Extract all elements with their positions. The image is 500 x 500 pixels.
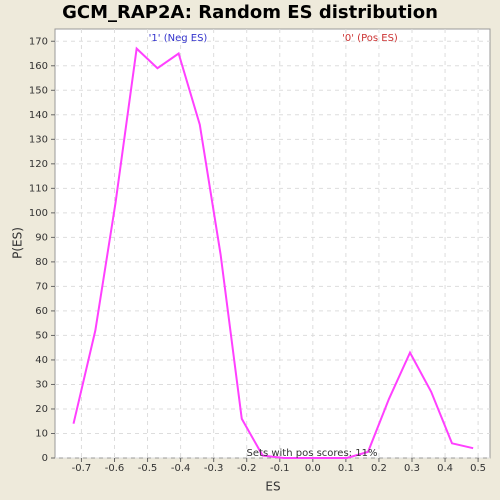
y-tick-label: 30 (35, 379, 48, 390)
x-tick-label: -0.7 (72, 463, 92, 474)
y-tick-label: 130 (29, 134, 48, 145)
x-tick-label: 0.0 (305, 463, 321, 474)
y-tick-label: 20 (35, 404, 48, 415)
x-tick-label: 0.5 (470, 463, 486, 474)
annotation: '0' (Pos ES) (342, 33, 398, 44)
x-tick-label: -0.4 (171, 463, 191, 474)
y-tick-label: 120 (29, 159, 48, 170)
y-tick-label: 160 (29, 61, 48, 72)
y-tick-label: 100 (29, 208, 48, 219)
annotation: Sets with pos scores: 11% (247, 448, 378, 459)
x-tick-label: -0.2 (237, 463, 257, 474)
x-tick-label: -0.6 (105, 463, 125, 474)
y-tick-label: 80 (35, 257, 48, 268)
y-tick-label: 170 (29, 36, 48, 47)
y-tick-label: 90 (35, 232, 48, 243)
x-tick-label: -0.1 (270, 463, 290, 474)
x-tick-label: 0.1 (338, 463, 354, 474)
y-tick-label: 140 (29, 110, 48, 121)
annotation: '1' (Neg ES) (149, 33, 208, 44)
x-tick-label: 0.3 (404, 463, 420, 474)
y-tick-label: 0 (42, 453, 48, 464)
chart-title: GCM_RAP2A: Random ES distribution (62, 2, 438, 23)
y-tick-label: 60 (35, 306, 48, 317)
x-tick-label: -0.5 (138, 463, 158, 474)
y-tick-label: 70 (35, 281, 48, 292)
y-axis-label: P(ES) (11, 227, 25, 259)
x-tick-label: 0.2 (371, 463, 387, 474)
plot-area (54, 28, 491, 459)
y-tick-label: 40 (35, 355, 48, 366)
y-tick-label: 110 (29, 183, 48, 194)
line (72, 46, 474, 459)
x-axis-label: ES (265, 480, 280, 494)
x-tick-label: -0.3 (204, 463, 224, 474)
y-tick-label: 50 (35, 330, 48, 341)
y-tick-label: 150 (29, 85, 48, 96)
y-tick-label: 10 (35, 428, 48, 439)
x-tick-label: 0.4 (437, 463, 453, 474)
